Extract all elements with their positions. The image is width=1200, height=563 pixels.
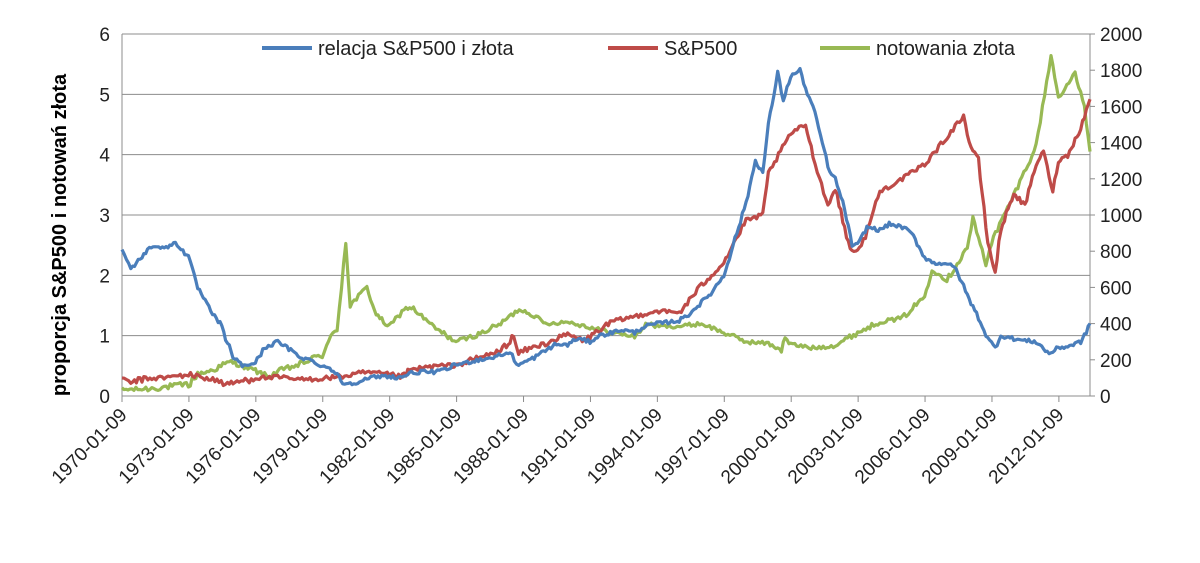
legend-label-2: notowania złota <box>876 38 1016 60</box>
right-tick-label: 1600 <box>1100 97 1142 118</box>
series-line-2 <box>120 54 1092 393</box>
left-tick-label: 5 <box>99 85 110 106</box>
left-tick-label: 4 <box>99 146 110 167</box>
legend: relacja S&P500 i złota S&P500 notowania zł… <box>262 38 1016 60</box>
left-tick-label: 0 <box>99 387 110 408</box>
right-tick-label: 200 <box>1100 351 1132 372</box>
left-axis-title: proporcja S&P500 i notowań złota <box>49 73 71 396</box>
right-tick-label: 1800 <box>1100 61 1142 82</box>
left-tick-label: 1 <box>99 327 110 348</box>
series-line-0 <box>120 66 1092 387</box>
right-tick-label: 2000 <box>1100 25 1142 46</box>
left-tick-label: 3 <box>99 206 110 227</box>
right-tick-label: 1200 <box>1100 170 1142 191</box>
left-tick-label: 2 <box>99 266 110 287</box>
series-layer <box>120 54 1092 393</box>
right-tick-label: 1400 <box>1100 134 1142 155</box>
legend-label-1: S&P500 <box>664 38 737 60</box>
right-tick-label: 0 <box>1100 387 1111 408</box>
right-tick-label: 600 <box>1100 278 1132 299</box>
series-line-1 <box>121 98 1092 388</box>
gridlines <box>122 33 1090 337</box>
left-tick-label: 6 <box>99 25 110 46</box>
right-axis-ticks: 0 200 400 600 800 1000 1200 1400 1600 1800 2000 <box>1090 25 1142 408</box>
right-tick-label: 400 <box>1100 315 1132 336</box>
left-axis-ticks: 0 1 2 3 4 5 6 <box>99 25 110 408</box>
legend-label-0: relacja S&P500 i złota <box>318 38 515 60</box>
right-tick-label: 800 <box>1100 242 1132 263</box>
right-tick-label: 1000 <box>1100 206 1142 227</box>
